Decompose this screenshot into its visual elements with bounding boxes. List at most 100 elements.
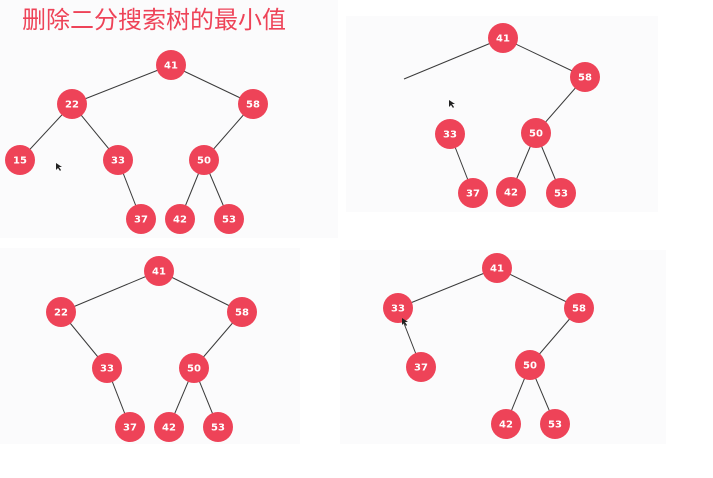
node-label: 58 xyxy=(578,73,592,84)
node-circle xyxy=(203,412,233,442)
node-label: 58 xyxy=(246,100,260,111)
tree-node-42: 42 xyxy=(154,412,184,442)
tree-node-42: 42 xyxy=(496,177,526,207)
tree-node-22: 22 xyxy=(46,297,76,327)
tree-edge xyxy=(71,64,172,105)
tree-edge xyxy=(60,270,160,313)
node-label: 53 xyxy=(548,420,562,431)
node-circle xyxy=(144,256,174,286)
panel-background-1 xyxy=(0,0,338,238)
tree-node-50: 50 xyxy=(521,118,551,148)
node-label: 41 xyxy=(490,264,504,275)
node-circle xyxy=(103,145,133,175)
tree-node-15: 15 xyxy=(5,145,35,175)
tree-node-53: 53 xyxy=(546,178,576,208)
node-label: 33 xyxy=(391,304,405,315)
node-circle xyxy=(482,253,512,283)
tree-node-42: 42 xyxy=(165,204,195,234)
node-circle xyxy=(154,412,184,442)
node-circle xyxy=(435,119,465,149)
node-circle xyxy=(156,50,186,80)
tree-node-58: 58 xyxy=(227,297,257,327)
node-label: 53 xyxy=(554,189,568,200)
node-label: 42 xyxy=(499,420,513,431)
node-label: 53 xyxy=(222,215,236,226)
tree-node-37: 37 xyxy=(458,178,488,208)
node-label: 42 xyxy=(173,215,187,226)
tree-node-50: 50 xyxy=(179,353,209,383)
node-circle xyxy=(46,297,76,327)
tree-edge xyxy=(158,270,243,313)
tree-node-37: 37 xyxy=(126,204,156,234)
tree-node-41: 41 xyxy=(144,256,174,286)
tree-node-41: 41 xyxy=(488,23,518,53)
tree-node-53: 53 xyxy=(203,412,233,442)
node-label: 53 xyxy=(211,423,225,434)
node-label: 33 xyxy=(111,156,125,167)
mouse-cursor-icon xyxy=(56,163,62,171)
tree-node-58: 58 xyxy=(238,89,268,119)
tree-panel-4: 41 33 58 37 50 42 53 xyxy=(383,253,594,439)
node-label: 42 xyxy=(162,423,176,434)
node-circle xyxy=(126,204,156,234)
tree-node-33: 33 xyxy=(103,145,133,175)
node-circle xyxy=(179,353,209,383)
node-circle xyxy=(57,89,87,119)
tree-node-41: 41 xyxy=(482,253,512,283)
node-circle xyxy=(227,297,257,327)
node-label: 15 xyxy=(13,156,27,167)
node-label: 22 xyxy=(54,308,68,319)
node-circle xyxy=(496,177,526,207)
tree-node-53: 53 xyxy=(540,409,570,439)
node-label: 22 xyxy=(65,100,79,111)
tree-node-42: 42 xyxy=(491,409,521,439)
tree-edge xyxy=(496,267,580,309)
node-label: 42 xyxy=(504,188,518,199)
node-circle xyxy=(515,350,545,380)
tree-node-50: 50 xyxy=(515,350,545,380)
node-label: 37 xyxy=(123,423,137,434)
node-circle xyxy=(488,23,518,53)
node-circle xyxy=(564,293,594,323)
node-label: 58 xyxy=(572,304,586,315)
node-circle xyxy=(458,178,488,208)
node-label: 50 xyxy=(187,364,201,375)
node-label: 50 xyxy=(523,361,537,372)
node-circle xyxy=(238,89,268,119)
node-label: 37 xyxy=(414,363,428,374)
node-circle xyxy=(491,409,521,439)
tree-node-58: 58 xyxy=(570,62,600,92)
tree-node-58: 58 xyxy=(564,293,594,323)
tree-node-53: 53 xyxy=(214,204,244,234)
node-circle xyxy=(92,353,122,383)
node-circle xyxy=(5,145,35,175)
tree-edge xyxy=(170,64,254,105)
node-circle xyxy=(570,62,600,92)
tree-node-33: 33 xyxy=(92,353,122,383)
tree-edge xyxy=(502,37,586,78)
tree-edge xyxy=(397,267,498,309)
tree-edge xyxy=(403,37,504,80)
tree-panel-2: 41 58 33 50 37 42 53 xyxy=(403,23,600,208)
tree-node-37: 37 xyxy=(115,412,145,442)
mouse-cursor-icon xyxy=(402,318,408,326)
tree-node-33: 33 xyxy=(383,293,413,323)
node-label: 50 xyxy=(197,156,211,167)
node-circle xyxy=(383,293,413,323)
node-label: 33 xyxy=(443,130,457,141)
node-circle xyxy=(189,145,219,175)
diagram-title: 删除二分搜索树的最小值 xyxy=(22,6,286,34)
tree-node-50: 50 xyxy=(189,145,219,175)
mouse-cursor-icon xyxy=(449,100,455,108)
tree-node-33: 33 xyxy=(435,119,465,149)
node-label: 58 xyxy=(235,308,249,319)
node-label: 37 xyxy=(134,215,148,226)
tree-node-37: 37 xyxy=(406,352,436,382)
node-circle xyxy=(406,352,436,382)
tree-node-41: 41 xyxy=(156,50,186,80)
tree-node-22: 22 xyxy=(57,89,87,119)
node-label: 37 xyxy=(466,189,480,200)
node-label: 33 xyxy=(100,364,114,375)
